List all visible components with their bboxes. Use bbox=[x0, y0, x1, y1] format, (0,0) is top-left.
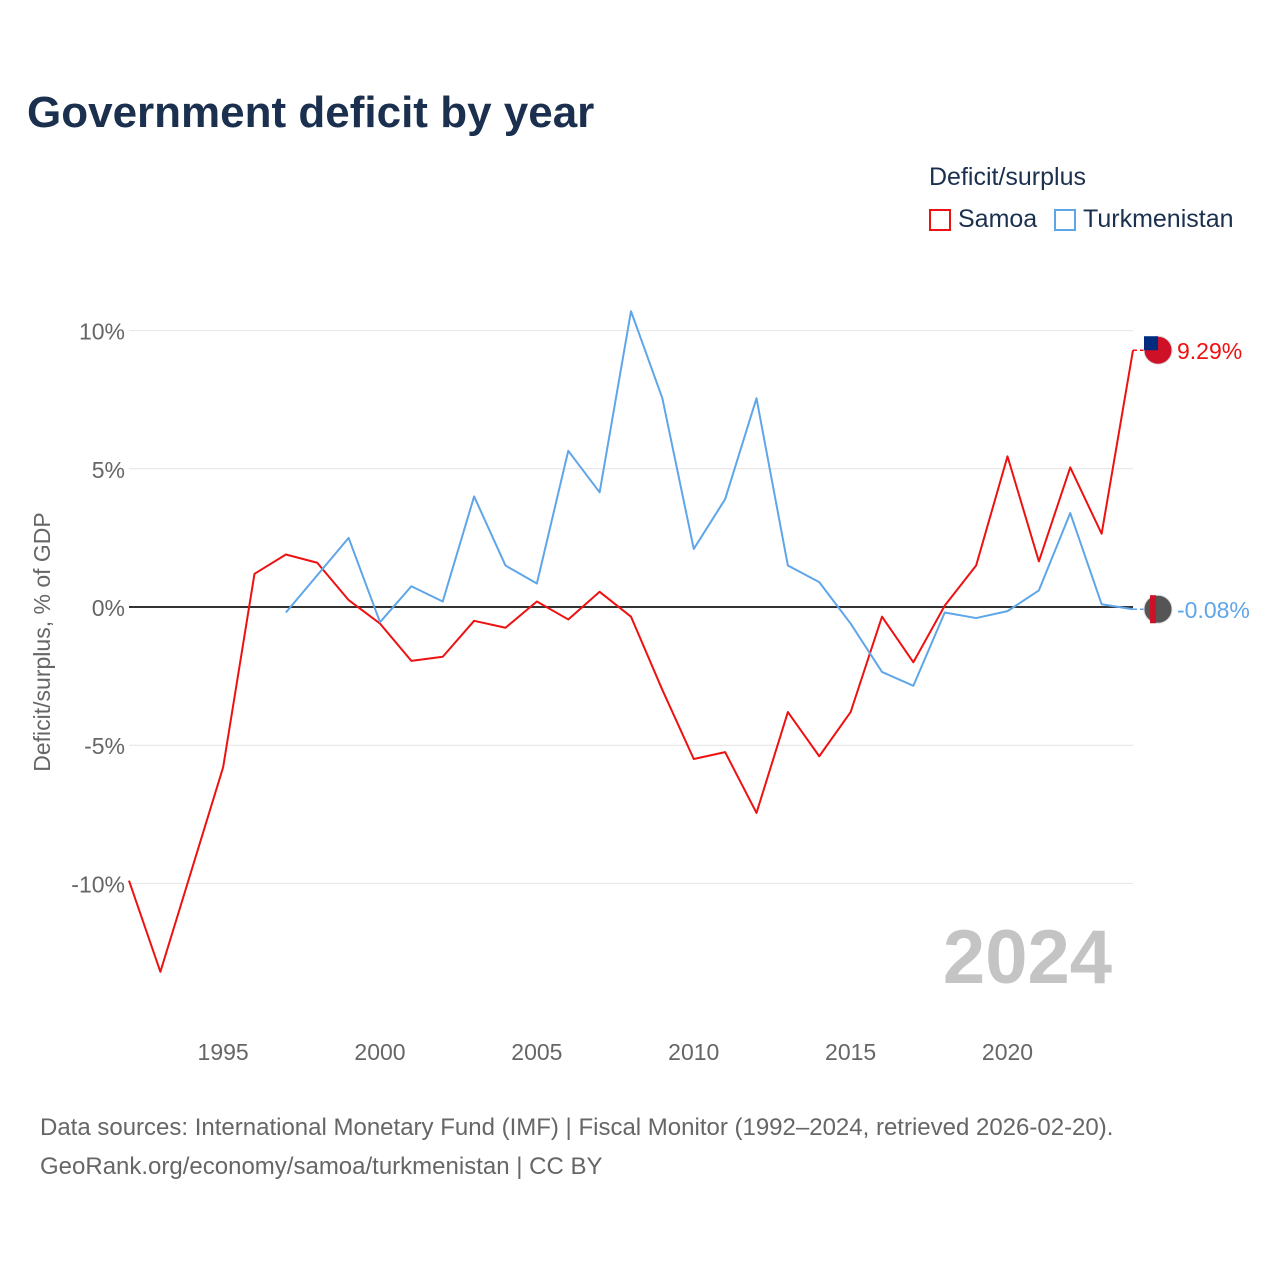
data-point bbox=[565, 448, 571, 454]
data-point bbox=[1067, 464, 1073, 470]
data-point bbox=[879, 669, 885, 675]
data-point bbox=[722, 496, 728, 502]
x-tick-label: 2010 bbox=[668, 1039, 719, 1065]
data-point bbox=[503, 625, 509, 631]
legend-swatch-turkmenistan bbox=[1054, 208, 1076, 231]
y-tick-label: 0% bbox=[92, 595, 125, 621]
data-point bbox=[1099, 601, 1105, 607]
data-point bbox=[408, 658, 414, 664]
data-point bbox=[910, 683, 916, 689]
data-point bbox=[691, 546, 697, 552]
legend-item-turkmenistan[interactable]: Turkmenistan bbox=[1054, 205, 1234, 234]
data-point bbox=[973, 563, 979, 569]
legend-item-samoa[interactable]: Samoa bbox=[929, 205, 1037, 234]
data-point bbox=[816, 579, 822, 585]
data-point bbox=[220, 764, 226, 770]
y-tick-label: 5% bbox=[92, 457, 125, 483]
series-line-turkmenistan bbox=[285, 310, 1134, 687]
data-point bbox=[346, 535, 352, 541]
data-point bbox=[314, 572, 320, 578]
data-point bbox=[1005, 608, 1011, 614]
data-point bbox=[471, 618, 477, 624]
data-point bbox=[503, 563, 509, 569]
flag-icon-turkmenistan bbox=[1143, 594, 1173, 624]
source-note: Data sources: International Monetary Fun… bbox=[40, 1108, 1113, 1186]
data-point bbox=[910, 659, 916, 665]
data-point bbox=[440, 654, 446, 660]
data-point bbox=[659, 687, 665, 693]
data-point bbox=[722, 749, 728, 755]
data-point bbox=[314, 560, 320, 566]
chart-title: Government deficit by year bbox=[27, 88, 595, 137]
y-tick-label: -10% bbox=[71, 871, 125, 897]
data-point bbox=[942, 603, 948, 609]
data-point bbox=[157, 969, 163, 975]
data-point bbox=[628, 308, 634, 314]
data-point bbox=[252, 571, 258, 577]
data-point bbox=[408, 583, 414, 589]
legend-label: Samoa bbox=[958, 205, 1038, 233]
data-point bbox=[471, 493, 477, 499]
y-tick-label: -5% bbox=[84, 733, 125, 759]
data-point bbox=[1005, 453, 1011, 459]
legend-title: Deficit/surplus bbox=[929, 163, 1086, 191]
data-point bbox=[879, 614, 885, 620]
x-tick-label: 2000 bbox=[354, 1039, 405, 1065]
data-point bbox=[126, 878, 132, 884]
data-point bbox=[597, 589, 603, 595]
data-point bbox=[283, 551, 289, 557]
data-point bbox=[440, 598, 446, 604]
source-line-1: Data sources: International Monetary Fun… bbox=[40, 1114, 1114, 1141]
data-point bbox=[785, 709, 791, 715]
data-point bbox=[565, 616, 571, 622]
end-value-label: 9.29% bbox=[1177, 338, 1242, 364]
x-tick-label: 1995 bbox=[198, 1039, 249, 1065]
data-point bbox=[973, 615, 979, 621]
legend-label: Turkmenistan bbox=[1083, 205, 1234, 233]
data-point bbox=[283, 610, 289, 616]
flag-canton bbox=[1144, 336, 1158, 351]
y-tick-label: 10% bbox=[79, 319, 125, 345]
legend-swatch-samoa bbox=[929, 208, 951, 231]
data-point bbox=[597, 489, 603, 495]
flag-stripe bbox=[1150, 595, 1156, 624]
year-watermark: 2024 bbox=[943, 915, 1112, 1000]
data-point bbox=[848, 621, 854, 627]
data-point bbox=[848, 709, 854, 715]
data-point bbox=[942, 610, 948, 616]
data-point bbox=[659, 395, 665, 401]
data-point bbox=[1036, 558, 1042, 564]
x-tick-label: 2020 bbox=[982, 1039, 1033, 1065]
data-point bbox=[816, 753, 822, 759]
data-point bbox=[189, 867, 195, 873]
data-point bbox=[1099, 531, 1105, 537]
x-tick-label: 2005 bbox=[511, 1039, 562, 1065]
data-point bbox=[534, 598, 540, 604]
data-point bbox=[754, 395, 760, 401]
y-axis-label: Deficit/surplus, % of GDP bbox=[29, 512, 55, 771]
data-point bbox=[628, 614, 634, 620]
data-point bbox=[1036, 587, 1042, 593]
end-value-label: -0.08% bbox=[1177, 597, 1250, 623]
data-point bbox=[785, 563, 791, 569]
source-line-2[interactable]: GeoRank.org/economy/samoa/turkmenistan |… bbox=[40, 1153, 603, 1180]
data-point bbox=[754, 810, 760, 816]
series-line-samoa bbox=[128, 350, 1134, 973]
data-point bbox=[346, 597, 352, 603]
data-point bbox=[691, 756, 697, 762]
data-point bbox=[1067, 510, 1073, 516]
data-point bbox=[377, 619, 383, 625]
x-tick-label: 2015 bbox=[825, 1039, 876, 1065]
data-point bbox=[534, 581, 540, 587]
